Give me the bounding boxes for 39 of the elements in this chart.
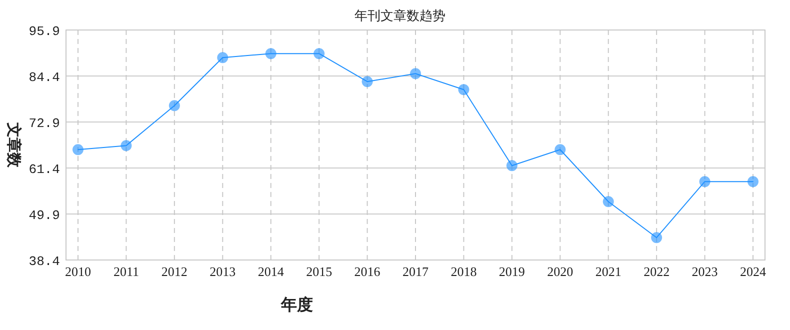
x-tick-label: 2022 <box>644 264 670 279</box>
x-tick-label: 2018 <box>450 264 477 279</box>
chart-title: 年刊文章数趋势 <box>354 8 446 23</box>
x-tick-label: 2015 <box>306 264 332 279</box>
x-tick-label: 2011 <box>113 264 139 279</box>
point <box>748 176 758 188</box>
y-axis-title: 文章数 <box>5 122 23 168</box>
x-tick-label: 2013 <box>210 264 236 279</box>
x-tick-label: 2017 <box>402 264 429 279</box>
point <box>458 84 470 96</box>
point <box>410 68 421 80</box>
x-tick-label: 2024 <box>740 264 766 279</box>
point <box>217 52 228 64</box>
x-tick-label: 2016 <box>354 264 381 279</box>
point <box>699 176 710 188</box>
x-tick-label: 2023 <box>692 264 718 279</box>
point <box>72 144 84 156</box>
y-tick-label: 72.9 <box>28 116 60 131</box>
y-tick-label: 38.4 <box>28 254 60 269</box>
x-tick-label: 2021 <box>595 264 622 279</box>
y-tick-label: 49.9 <box>28 208 60 223</box>
x-tick-label: 2010 <box>65 264 91 279</box>
point <box>120 140 132 152</box>
point <box>362 76 373 88</box>
point <box>602 196 614 208</box>
point <box>554 144 566 156</box>
y-tick-label: 84.4 <box>28 70 60 85</box>
x-tick-label: 2012 <box>161 264 188 279</box>
x-tick-label: 2019 <box>498 264 525 279</box>
point <box>265 48 276 60</box>
x-axis-title: 年度 <box>280 295 313 314</box>
point <box>651 232 662 244</box>
point <box>168 100 180 112</box>
y-tick-label: 95.9 <box>28 24 60 39</box>
y-tick-label: 61.4 <box>28 162 60 177</box>
point <box>506 160 518 172</box>
x-tick-label: 2014 <box>258 264 284 279</box>
x-tick-label: 2020 <box>547 264 574 279</box>
point <box>314 48 325 60</box>
